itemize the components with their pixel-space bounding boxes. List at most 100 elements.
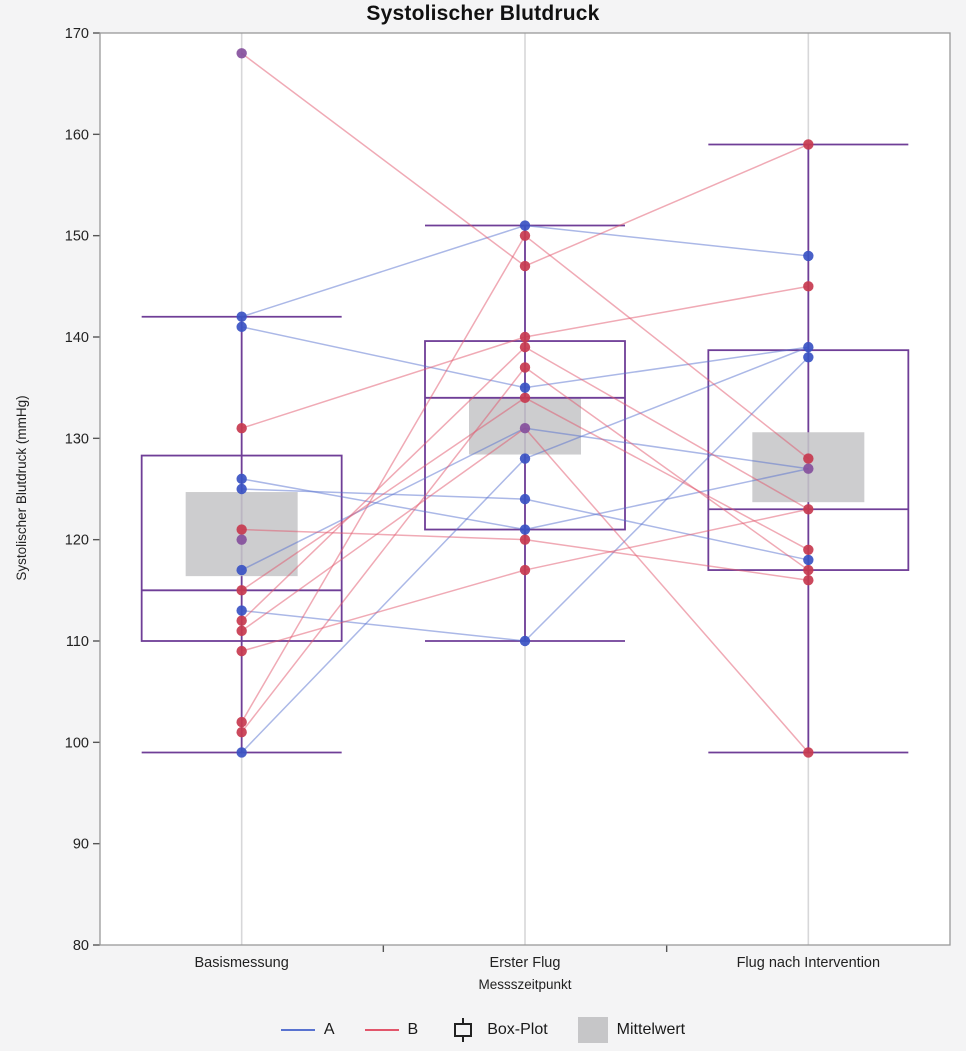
subject-line-a — [524, 346, 809, 460]
y-tick-label: 170 — [65, 26, 89, 42]
data-point-overlap[interactable] — [519, 423, 531, 434]
subject-line-b — [241, 528, 526, 541]
subject-line-b — [241, 336, 526, 429]
data-point-a[interactable] — [519, 524, 531, 535]
data-point-b[interactable] — [519, 534, 531, 545]
data-point-b[interactable] — [236, 727, 247, 738]
subject-line-b — [524, 143, 809, 267]
subject-line-b — [241, 346, 526, 622]
plot-canvas: 80 90 100 110 120 130 140 150 160 170 Basismessung… — [65, 26, 951, 971]
subject-line-a — [524, 498, 809, 561]
legend: A B Box-Plot Mittelwert — [0, 1012, 966, 1048]
data-point-b[interactable] — [236, 585, 247, 596]
data-point-b[interactable] — [803, 747, 814, 758]
y-tick-label: 160 — [65, 127, 89, 143]
y-tick-label: 120 — [65, 533, 89, 549]
legend-label-boxplot: Box-Plot — [487, 1021, 548, 1038]
y-tick-label: 100 — [65, 735, 89, 751]
legend-item-mean[interactable]: Mittelwert — [577, 1017, 686, 1043]
data-point-a[interactable] — [519, 220, 531, 231]
data-point-b[interactable] — [519, 392, 531, 403]
data-point-overlap[interactable] — [236, 534, 247, 545]
legend-label-mean: Mittelwert — [616, 1021, 686, 1038]
subject-line-a — [524, 427, 809, 470]
data-point-b[interactable] — [803, 575, 814, 586]
data-point-b[interactable] — [236, 625, 247, 637]
legend-label-b: B — [407, 1021, 419, 1038]
data-point-a[interactable] — [236, 483, 247, 495]
data-point-overlap[interactable] — [803, 463, 814, 474]
data-point-a[interactable] — [519, 453, 531, 464]
subject-line-b — [524, 346, 809, 510]
data-point-b[interactable] — [803, 453, 814, 464]
subject-line-b — [241, 569, 526, 652]
data-point-a[interactable] — [519, 382, 531, 393]
data-point-a[interactable] — [236, 321, 247, 333]
data-point-a[interactable] — [803, 352, 814, 363]
subject-line-b — [524, 427, 809, 753]
y-tick-label: 110 — [66, 634, 89, 650]
data-point-a[interactable] — [236, 747, 247, 758]
x-category-label: Erster Flug — [490, 955, 561, 971]
subject-line-b — [524, 397, 809, 551]
data-point-a[interactable] — [519, 635, 531, 647]
subject-line-a — [241, 478, 526, 531]
subject-line-b — [524, 508, 809, 571]
box-plot-icon — [454, 1018, 473, 1042]
subject-line-a — [524, 356, 809, 642]
data-point-b[interactable] — [236, 615, 247, 626]
subject-line-a — [524, 346, 809, 389]
data-point-a[interactable] — [803, 250, 814, 262]
data-point-b[interactable] — [236, 645, 247, 657]
y-tick-label: 130 — [65, 431, 89, 447]
subject-line-a — [241, 427, 526, 571]
y-axis-label: Systolischer Blutdruck (mmHg) — [14, 395, 29, 581]
data-point-a[interactable] — [236, 564, 247, 576]
data-point-b[interactable] — [519, 341, 531, 353]
data-point-a[interactable] — [236, 473, 247, 485]
data-point-b[interactable] — [519, 230, 531, 241]
data-point-b[interactable] — [236, 716, 247, 728]
subject-line-a — [241, 458, 526, 753]
subject-line-b — [241, 235, 526, 723]
subject-line-b — [241, 397, 526, 591]
subject-line-b — [524, 285, 809, 338]
data-point-b[interactable] — [236, 524, 247, 535]
data-point-a[interactable] — [236, 605, 247, 616]
subject-line-a — [241, 609, 526, 642]
data-point-a[interactable] — [803, 341, 814, 353]
subject-line-b — [524, 538, 809, 581]
y-tick-label: 90 — [73, 837, 89, 853]
data-point-b[interactable] — [519, 331, 531, 343]
subject-line-a — [524, 224, 809, 257]
data-point-b[interactable] — [519, 260, 531, 272]
legend-label-a: A — [323, 1021, 335, 1038]
data-point-a[interactable] — [803, 554, 814, 566]
data-point-b[interactable] — [803, 544, 814, 555]
mean-swatch-icon — [577, 1017, 608, 1043]
data-point-b[interactable] — [519, 564, 531, 576]
subject-line-b — [524, 235, 809, 460]
data-point-b[interactable] — [803, 564, 814, 576]
legend-item-group-a[interactable]: A — [280, 1021, 335, 1039]
data-point-b[interactable] — [803, 504, 814, 515]
chart-title: Systolischer Blutdruck — [366, 2, 600, 25]
data-point-b[interactable] — [519, 362, 531, 373]
y-tick-label: 140 — [65, 330, 89, 346]
data-point-a[interactable] — [236, 311, 247, 322]
subject-line-b — [241, 427, 526, 632]
legend-item-boxplot[interactable]: Box-Plot — [448, 1017, 548, 1043]
subject-line-b — [524, 366, 809, 571]
data-point-a[interactable] — [519, 493, 531, 505]
group-a-line-icon — [280, 1029, 315, 1031]
legend-item-group-b[interactable]: B — [364, 1021, 419, 1039]
data-point-b[interactable] — [803, 139, 814, 150]
data-point-b[interactable] — [236, 423, 247, 434]
group-b-line-icon — [364, 1029, 399, 1031]
plot-frame — [99, 32, 951, 946]
box — [140, 454, 343, 642]
data-point-b[interactable] — [803, 281, 814, 292]
data-point-overlap[interactable] — [236, 48, 247, 59]
y-tick-label: 80 — [73, 938, 89, 954]
